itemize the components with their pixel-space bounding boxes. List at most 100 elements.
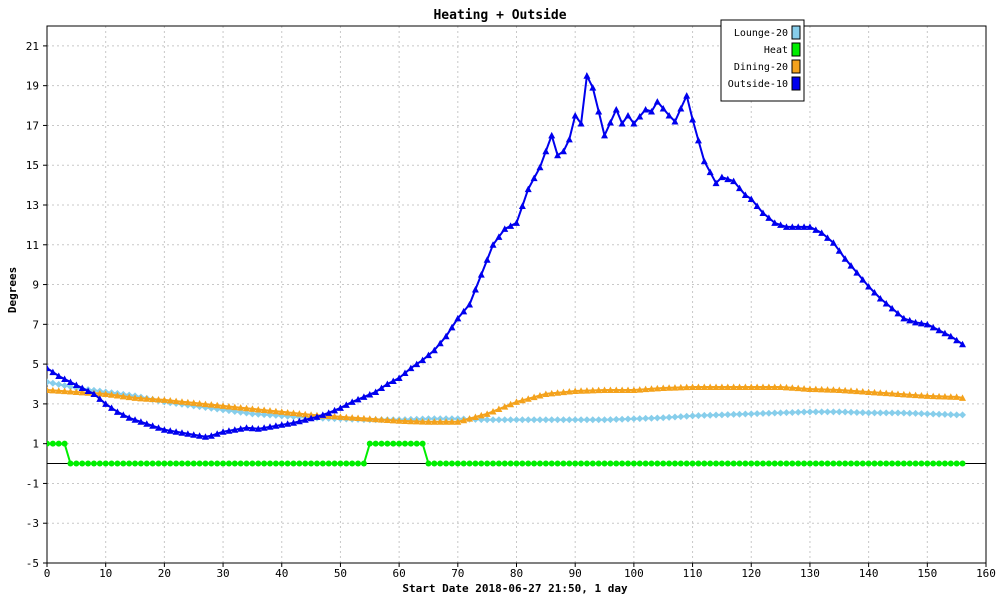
data-point-heat — [419, 440, 426, 447]
data-point-heat — [578, 460, 585, 467]
data-point-outside-10 — [454, 314, 462, 322]
data-point-lounge-20 — [912, 409, 920, 417]
data-point-heat — [636, 460, 643, 467]
data-point-outside-10 — [196, 432, 204, 439]
data-point-heat — [554, 460, 561, 467]
data-point-heat — [448, 460, 455, 467]
data-point-heat — [173, 460, 180, 467]
data-point-lounge-20 — [941, 410, 949, 418]
data-point-outside-10 — [383, 380, 391, 387]
data-point-lounge-20 — [706, 411, 714, 419]
data-point-heat — [47, 440, 50, 447]
data-point-heat — [936, 460, 943, 467]
data-point-outside-10 — [108, 404, 116, 411]
data-point-dining-20 — [430, 418, 438, 425]
data-point-outside-10 — [266, 423, 274, 430]
y-tick-label: 3 — [32, 398, 39, 411]
data-point-outside-10 — [248, 424, 256, 432]
data-point-lounge-20 — [559, 416, 567, 424]
data-point-dining-20 — [530, 393, 538, 401]
data-point-heat — [848, 460, 855, 467]
data-point-lounge-20 — [835, 408, 843, 416]
data-point-dining-20 — [466, 415, 474, 422]
data-point-outside-10 — [636, 112, 644, 120]
data-point-dining-20 — [66, 388, 74, 395]
data-point-outside-10 — [149, 422, 157, 429]
x-tick-label: 130 — [800, 567, 820, 580]
data-point-dining-20 — [894, 390, 902, 397]
data-point-lounge-20 — [536, 416, 544, 424]
data-point-dining-20 — [765, 383, 773, 390]
legend: Lounge-20 Heat Dining-20 Outside-10 — [720, 19, 805, 102]
data-point-lounge-20 — [518, 416, 526, 424]
data-point-dining-20 — [237, 404, 245, 411]
data-point-heat — [67, 460, 74, 467]
data-point-outside-10 — [372, 388, 380, 395]
data-point-dining-20 — [542, 390, 550, 397]
data-point-outside-10 — [166, 427, 174, 434]
data-point-dining-20 — [824, 386, 832, 393]
data-point-lounge-20 — [677, 413, 685, 421]
data-point-outside-10 — [96, 395, 104, 402]
data-point-dining-20 — [947, 393, 955, 400]
data-point-heat — [90, 460, 97, 467]
data-point-outside-10 — [806, 223, 814, 230]
data-point-dining-20 — [360, 414, 368, 422]
data-point-dining-20 — [454, 418, 462, 425]
data-point-outside-10 — [466, 300, 474, 308]
data-point-heat — [384, 440, 391, 447]
legend-swatch-heat — [791, 42, 801, 57]
data-point-dining-20 — [460, 416, 468, 424]
data-point-outside-10 — [471, 286, 479, 293]
data-point-outside-10 — [659, 105, 667, 112]
data-point-heat — [137, 460, 144, 467]
data-point-outside-10 — [178, 429, 186, 436]
data-point-outside-10 — [959, 340, 967, 348]
data-point-dining-20 — [489, 407, 497, 415]
data-point-heat — [425, 460, 432, 467]
data-point-lounge-20 — [935, 410, 943, 418]
data-point-outside-10 — [289, 419, 297, 426]
y-tick-label: -1 — [26, 477, 39, 490]
data-point-outside-10 — [565, 135, 573, 143]
data-point-dining-20 — [378, 416, 386, 423]
data-point-dining-20 — [47, 386, 51, 393]
data-point-heat — [842, 460, 849, 467]
data-point-dining-20 — [483, 410, 491, 417]
data-point-heat — [689, 460, 696, 467]
data-point-lounge-20 — [554, 416, 562, 424]
data-point-outside-10 — [829, 239, 837, 246]
data-point-lounge-20 — [747, 410, 755, 418]
data-point-outside-10 — [624, 112, 632, 119]
data-point-dining-20 — [389, 416, 397, 424]
data-point-outside-10 — [865, 283, 873, 290]
data-point-heat — [302, 460, 309, 467]
data-point-outside-10 — [495, 233, 503, 240]
data-point-heat — [290, 460, 297, 467]
grid-lines — [47, 26, 986, 564]
data-point-heat — [900, 460, 907, 467]
data-point-heat — [214, 460, 221, 467]
data-point-dining-20 — [295, 410, 303, 417]
data-point-lounge-20 — [55, 380, 63, 388]
data-point-heat — [824, 460, 831, 467]
y-axis-title: Degrees — [6, 267, 19, 313]
data-point-outside-10 — [888, 304, 896, 312]
data-point-outside-10 — [448, 323, 456, 331]
data-point-lounge-20 — [630, 415, 638, 423]
data-point-heat — [642, 460, 649, 467]
data-point-lounge-20 — [730, 410, 738, 418]
data-point-heat — [883, 460, 890, 467]
data-point-outside-10 — [788, 223, 796, 230]
data-point-dining-20 — [794, 384, 802, 392]
data-point-dining-20 — [190, 399, 198, 406]
data-point-outside-10 — [753, 202, 761, 209]
data-point-dining-20 — [859, 388, 867, 395]
data-point-outside-10 — [736, 184, 744, 192]
data-point-outside-10 — [853, 269, 861, 276]
x-tick-label: 20 — [158, 567, 171, 580]
data-point-lounge-20 — [495, 416, 503, 424]
data-point-lounge-20 — [718, 411, 726, 419]
x-tick-label: 80 — [510, 567, 523, 580]
